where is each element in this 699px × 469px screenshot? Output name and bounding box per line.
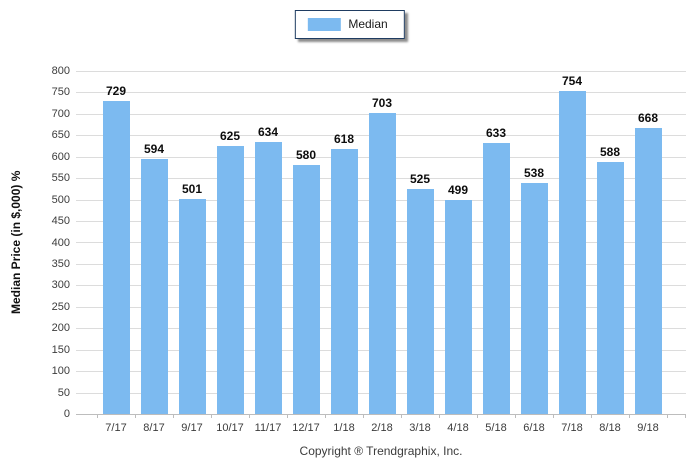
bar-11/17 [255,142,282,414]
bar-value-label: 754 [561,74,583,88]
bar-9/18 [635,128,662,414]
y-axis-labels: 0 50 100 150 200 250 300 350 400 450 500 550 600 650 7… [22,65,70,420]
x-axis-tick [363,414,364,418]
x-tick-label: 7/17 [105,422,127,434]
x-axis-tick [211,414,212,418]
x-axis-tick [591,414,592,418]
bar-value-label: 625 [219,129,241,143]
y-tick-label: 0 [63,408,70,420]
bar-value-label: 525 [409,172,431,186]
bar-value-label: 703 [371,96,393,110]
x-axis-tick [401,414,402,418]
bar-value-label: 580 [295,148,317,162]
bar-2/18 [369,113,396,414]
x-tick-label: 6/18 [523,422,545,434]
bar-7/17 [103,101,130,414]
bar-12/17 [293,165,320,414]
x-tick-label: 12/17 [292,422,320,434]
x-tick-label: 11/17 [254,422,282,434]
gridline [76,71,686,72]
bar-value-label: 668 [637,111,659,125]
legend: Median [294,10,405,39]
x-axis-tick [477,414,478,418]
bar-value-label: 633 [485,126,507,140]
x-axis-tick [515,414,516,418]
bar-value-label: 588 [599,145,621,159]
y-tick-label: 150 [51,343,70,356]
x-axis-tick [553,414,554,418]
bar-8/17 [141,159,168,414]
y-tick-label: 650 [51,129,70,142]
bar-value-label: 729 [105,84,127,98]
copyright-text: Copyright ® Trendgraphix, Inc. [299,444,463,458]
x-axis-tick [287,414,288,418]
x-tick-label: 8/17 [143,422,165,434]
bar-4/18 [445,200,472,414]
x-axis-end-tick [685,414,686,418]
x-axis-tick [629,414,630,418]
x-axis-tick [249,414,250,418]
bar-3/18 [407,189,434,414]
y-tick-label: 50 [57,386,70,399]
legend-label-median: Median [348,17,388,31]
y-tick-label: 250 [51,300,70,313]
bar-9/17 [179,199,206,414]
x-axis-tick [97,414,98,418]
bar-value-label: 634 [257,125,279,139]
y-tick-label: 350 [51,257,70,270]
bar-5/18 [483,143,510,414]
bar-value-label: 538 [523,166,545,180]
y-tick-label: 700 [51,107,70,120]
y-tick-label: 100 [51,365,70,378]
bar-10/17 [217,146,244,414]
x-tick-label: 10/17 [216,422,244,434]
x-tick-label: 2/18 [371,422,393,434]
x-tick-label: 5/18 [485,422,507,434]
bar-value-label: 594 [143,142,165,156]
gridline [76,92,686,93]
bar-1/18 [331,149,358,414]
y-tick-label: 500 [51,193,70,206]
x-axis-tick [325,414,326,418]
x-axis-tick [135,414,136,418]
bar-8/18 [597,162,624,414]
bar-value-label: 618 [333,132,355,146]
y-tick-label: 450 [51,215,70,228]
x-tick-label: 7/18 [561,422,583,434]
legend-swatch-median [307,18,341,31]
x-axis-tick [667,414,668,418]
y-tick-label: 600 [51,150,70,163]
bar-value-label: 501 [181,182,203,196]
x-tick-label: 9/18 [637,422,659,434]
y-tick-label: 200 [51,322,70,335]
x-tick-label: 4/18 [447,422,469,434]
x-tick-label: 1/18 [333,422,355,434]
bar-7/18 [559,91,586,414]
y-tick-label: 300 [51,279,70,292]
bar-6/18 [521,183,548,414]
x-axis-labels: 7/17 8/17 9/17 10/17 11/17 12/17 1/18 2/18 3/18 4… [76,422,686,437]
y-tick-label: 800 [51,65,70,77]
plot-area: 729 594 501 625 634 580 618 703 525 499 633 538 754 5… [76,71,686,418]
x-axis-tick [173,414,174,418]
x-axis-tick [439,414,440,418]
bar-value-label: 499 [447,183,469,197]
x-tick-label: 9/17 [181,422,203,434]
x-tick-label: 8/18 [599,422,621,434]
y-tick-label: 550 [51,172,70,185]
y-tick-label: 750 [51,86,70,99]
x-tick-label: 3/18 [409,422,431,434]
y-tick-label: 400 [51,236,70,249]
